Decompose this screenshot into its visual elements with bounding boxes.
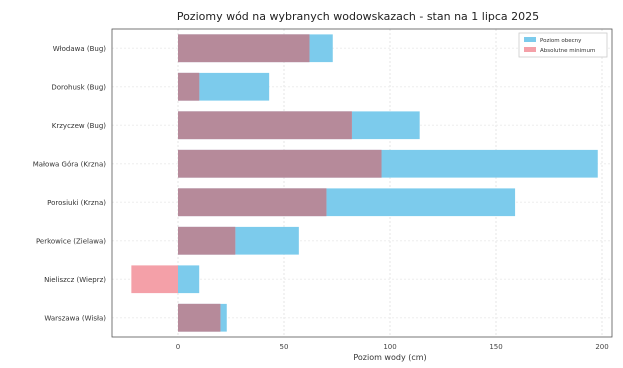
bar-overlap	[178, 188, 327, 217]
bar-overlap	[178, 72, 200, 101]
bar-overlap	[178, 149, 382, 178]
chart-legend: Poziom obecny Absolutne minimum	[518, 32, 608, 58]
bar-overlap	[178, 111, 352, 140]
axes-layer: 0 50 100 150 200 Włodawa (Bug) Dorohusk (Bug) K…	[33, 28, 613, 351]
x-axis-label: Poziom wody (cm)	[353, 353, 426, 362]
x-tick-label: 0	[176, 343, 180, 351]
bar-overlap	[178, 34, 310, 63]
bars-layer	[131, 34, 598, 332]
bar-minimum	[131, 265, 178, 294]
y-tick-label: Porosiuki (Krzna)	[47, 199, 106, 207]
y-tick-label: Małowa Góra (Krzna)	[33, 160, 107, 168]
bar-overlap	[178, 303, 221, 332]
plot-frame	[111, 28, 613, 338]
y-tick-label: Warszawa (Wisła)	[44, 314, 106, 322]
x-tick-label: 150	[489, 343, 502, 351]
y-tick-label: Włodawa (Bug)	[53, 45, 107, 53]
x-tick-label: 50	[280, 343, 289, 351]
y-tick-label: Krzyczew (Bug)	[52, 122, 106, 130]
x-tick-label: 100	[383, 343, 396, 351]
legend-swatch	[524, 47, 536, 52]
y-tick-label: Dorohusk (Bug)	[51, 83, 106, 91]
x-tick-label: 200	[595, 343, 608, 351]
bar-current	[178, 265, 200, 294]
chart-title: Poziomy wód na wybranych wodowskazach - …	[177, 10, 539, 23]
y-tick-label: Perkowice (Zielawa)	[36, 237, 106, 245]
bar-overlap	[178, 226, 236, 255]
y-tick-label: Nieliszcz (Wieprz)	[44, 276, 106, 284]
legend-label: Absolutne minimum	[540, 48, 595, 54]
legend-swatch	[524, 37, 536, 42]
legend-label: Poziom obecny	[540, 38, 582, 44]
